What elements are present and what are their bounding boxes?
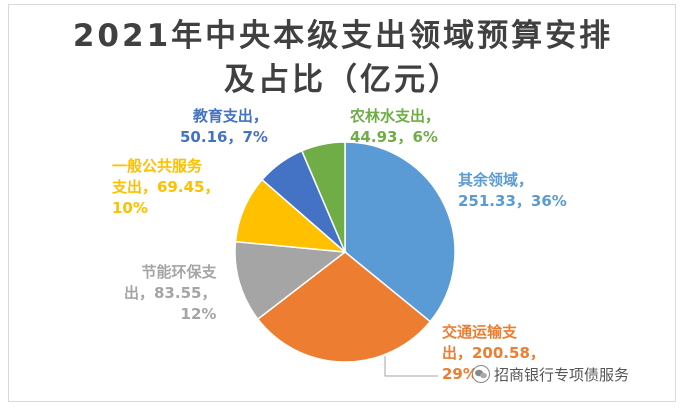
chart-title: 2021年中央本级支出领域预算安排 及占比（亿元） [0, 14, 686, 102]
data-label-other-fields: 其余领域， 251.33，36% [458, 171, 567, 210]
pie-slice-agriculture [300, 141, 346, 253]
pie-slice-other-fields [344, 141, 456, 323]
watermark: 招商银行专项债服务 [472, 364, 629, 386]
data-label-transport: 交通运输支 出，200.58， 29% [442, 323, 545, 383]
pie-slice-energy-environment [234, 240, 347, 321]
chart-title-line-2: 及占比（亿元） [224, 62, 462, 98]
data-label-energy-environment: 节能环保支 出，83.55， 12% [124, 263, 217, 323]
watermark-text: 招商银行专项债服务 [494, 366, 630, 384]
data-label-public-services: 一般公共服务 支出，69.45， 10% [112, 157, 220, 217]
wechat-logo-icon [472, 365, 490, 383]
data-label-education: 教育支出， 50.16，7% [180, 107, 268, 146]
pie-slice-transport [256, 251, 432, 363]
chart-title-line-1: 2021年中央本级支出领域预算安排 [72, 18, 614, 54]
data-label-agriculture: 农林水支出， 44.93，6% [350, 107, 441, 146]
leader-line-transport [384, 356, 438, 377]
